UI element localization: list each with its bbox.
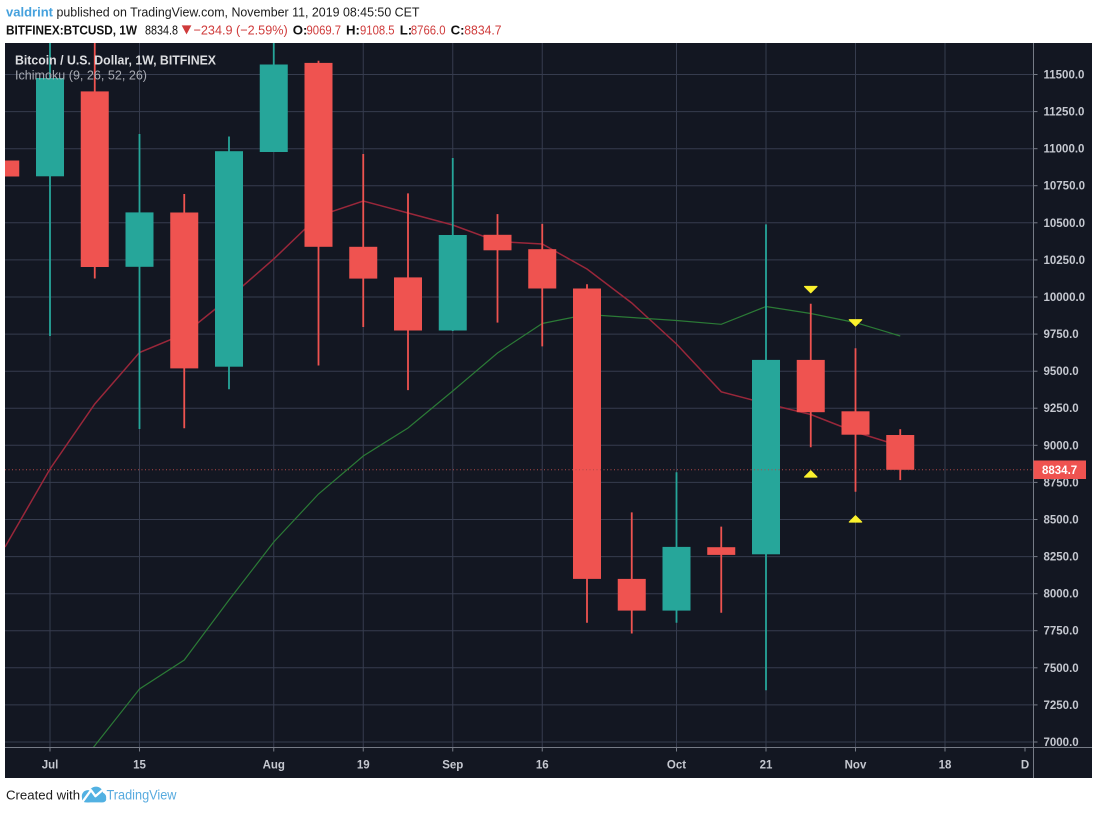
svg-text:C:: C: [451, 23, 465, 38]
svg-text:Ichimoku (9, 26, 52, 26): Ichimoku (9, 26, 52, 26) [15, 69, 147, 83]
svg-text:8834.7: 8834.7 [1042, 465, 1077, 477]
svg-text:10250.0: 10250.0 [1044, 255, 1086, 267]
svg-text:8000.0: 8000.0 [1044, 589, 1079, 601]
svg-text:Sep: Sep [442, 760, 463, 772]
svg-text:L:: L: [400, 23, 412, 38]
svg-text:Nov: Nov [845, 760, 867, 772]
svg-text:9500.0: 9500.0 [1044, 366, 1079, 378]
svg-text:Jul: Jul [42, 760, 59, 772]
svg-text:D: D [1021, 760, 1029, 772]
svg-text:16: 16 [536, 760, 549, 772]
svg-text:Aug: Aug [263, 760, 285, 772]
svg-text:7250.0: 7250.0 [1044, 700, 1079, 712]
svg-text:9000.0: 9000.0 [1044, 440, 1079, 452]
svg-text:11000.0: 11000.0 [1044, 144, 1085, 156]
svg-text:19: 19 [357, 760, 370, 772]
svg-text:8834.7: 8834.7 [464, 23, 501, 38]
svg-text:10750.0: 10750.0 [1044, 181, 1086, 193]
svg-text:Oct: Oct [667, 760, 686, 772]
svg-text:8750.0: 8750.0 [1044, 477, 1079, 489]
svg-text:9108.5: 9108.5 [360, 23, 395, 38]
svg-text:9250.0: 9250.0 [1044, 403, 1079, 415]
svg-text:9069.7: 9069.7 [307, 23, 342, 38]
svg-text:18: 18 [939, 760, 952, 772]
svg-text:O:: O: [293, 23, 308, 38]
svg-text:Bitcoin / U.S. Dollar, 1W, BIT: Bitcoin / U.S. Dollar, 1W, BITFINEX [15, 53, 216, 68]
svg-text:Created with: Created with [6, 788, 80, 803]
svg-text:7000.0: 7000.0 [1044, 737, 1079, 749]
svg-text:TradingView: TradingView [107, 788, 177, 803]
svg-text:H:: H: [346, 23, 360, 38]
svg-text:8834.8: 8834.8 [145, 23, 178, 38]
svg-text:10500.0: 10500.0 [1044, 218, 1086, 230]
svg-text:8250.0: 8250.0 [1044, 552, 1079, 564]
svg-text:8766.0: 8766.0 [411, 23, 446, 38]
svg-text:10000.0: 10000.0 [1044, 292, 1086, 304]
svg-text:9750.0: 9750.0 [1044, 329, 1079, 341]
svg-text:11250.0: 11250.0 [1044, 107, 1085, 119]
svg-text:21: 21 [760, 760, 773, 772]
svg-text:BITFINEX:BTCUSD, 1W: BITFINEX:BTCUSD, 1W [6, 23, 137, 38]
svg-text:8500.0: 8500.0 [1044, 515, 1079, 527]
svg-text:−234.9 (−2.59%): −234.9 (−2.59%) [194, 23, 288, 38]
svg-text:11500.0: 11500.0 [1044, 70, 1085, 82]
svg-text:7750.0: 7750.0 [1044, 626, 1079, 638]
svg-text:published on TradingView.com,: published on TradingView.com, November 1… [57, 5, 420, 20]
svg-text:7500.0: 7500.0 [1044, 663, 1079, 675]
svg-text:valdrint: valdrint [6, 5, 54, 20]
svg-text:15: 15 [133, 760, 146, 772]
